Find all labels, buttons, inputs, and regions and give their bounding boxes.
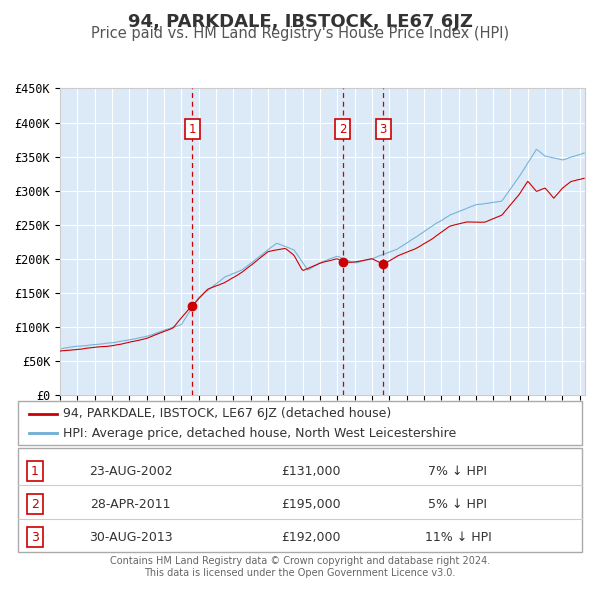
Text: £131,000: £131,000 [281, 464, 341, 478]
Text: 28-APR-2011: 28-APR-2011 [91, 497, 171, 511]
Text: £192,000: £192,000 [281, 530, 341, 544]
Text: 94, PARKDALE, IBSTOCK, LE67 6JZ: 94, PARKDALE, IBSTOCK, LE67 6JZ [128, 13, 472, 31]
Text: £195,000: £195,000 [281, 497, 341, 511]
Text: 1: 1 [31, 464, 39, 478]
Text: 2: 2 [31, 497, 39, 511]
FancyBboxPatch shape [18, 448, 582, 552]
Text: Contains HM Land Registry data © Crown copyright and database right 2024.: Contains HM Land Registry data © Crown c… [110, 556, 490, 566]
Text: This data is licensed under the Open Government Licence v3.0.: This data is licensed under the Open Gov… [145, 568, 455, 578]
Text: 30-AUG-2013: 30-AUG-2013 [89, 530, 173, 544]
Text: 5% ↓ HPI: 5% ↓ HPI [428, 497, 487, 511]
Text: 7% ↓ HPI: 7% ↓ HPI [428, 464, 487, 478]
Text: HPI: Average price, detached house, North West Leicestershire: HPI: Average price, detached house, Nort… [63, 427, 457, 440]
Text: 94, PARKDALE, IBSTOCK, LE67 6JZ (detached house): 94, PARKDALE, IBSTOCK, LE67 6JZ (detache… [63, 407, 391, 420]
Text: 11% ↓ HPI: 11% ↓ HPI [425, 530, 491, 544]
Text: 1: 1 [188, 123, 196, 136]
Text: 23-AUG-2002: 23-AUG-2002 [89, 464, 173, 478]
Text: 2: 2 [339, 123, 347, 136]
Text: Price paid vs. HM Land Registry's House Price Index (HPI): Price paid vs. HM Land Registry's House … [91, 26, 509, 41]
FancyBboxPatch shape [18, 401, 582, 445]
Text: 3: 3 [31, 530, 39, 544]
Text: 3: 3 [380, 123, 387, 136]
